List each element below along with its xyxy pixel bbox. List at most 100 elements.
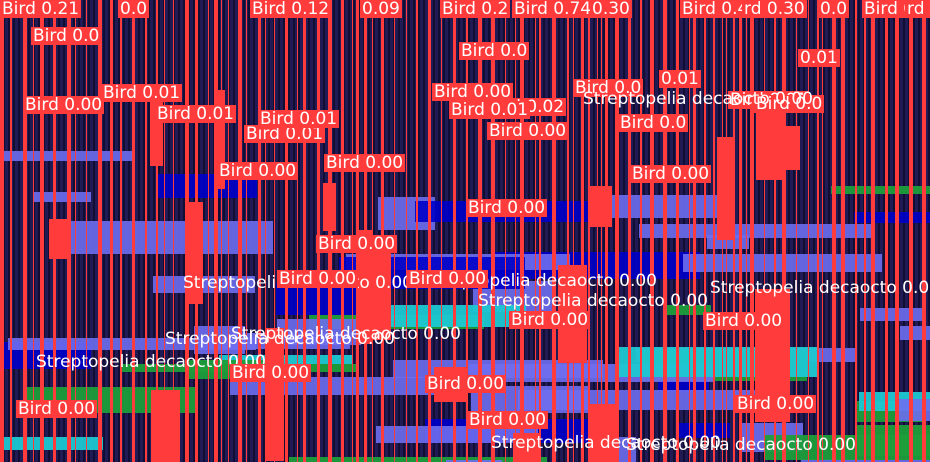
bird-label: Bird 0.00: [630, 164, 712, 184]
box-edge: [750, 0, 754, 462]
box-edge: [515, 0, 516, 462]
box-edge: [552, 0, 556, 462]
box-edge: [188, 202, 203, 304]
box-edge: [520, 0, 524, 462]
box-edge: [615, 0, 619, 462]
detection-box-fill: [664, 305, 711, 315]
box-edge: [782, 0, 786, 462]
box-edge: [650, 0, 654, 462]
box-edge: [505, 0, 506, 462]
box-edge: [478, 0, 482, 462]
detection-box-fill: [765, 435, 930, 460]
box-edge: [228, 0, 229, 462]
box-edge: [0, 0, 4, 462]
bird-label: Bird 0.00: [230, 363, 312, 383]
bird-label: Bird 0.2: [440, 0, 511, 19]
bird-label: Bird 0.01: [155, 104, 237, 124]
box-edge: [428, 0, 431, 462]
bird-label: Bird 0.0: [31, 26, 102, 46]
box-edge: [356, 230, 373, 344]
bird-label: 0.01: [798, 48, 840, 68]
box-edge: [466, 0, 468, 462]
box-edge: [733, 0, 735, 462]
box-edge: [922, 0, 926, 462]
box-edge: [885, 0, 888, 462]
box-edge: [40, 0, 44, 462]
box-edge: [764, 0, 765, 462]
bird-label: Bird 0.00: [735, 394, 817, 414]
box-edge: [588, 0, 590, 462]
box-edge: [151, 390, 180, 462]
bird-label: Bird 0.01: [449, 100, 531, 120]
box-edge: [535, 0, 536, 462]
bird-label: Bird 0.12: [250, 0, 332, 19]
bird-label: Bird 0.00: [23, 95, 105, 115]
box-edge: [589, 186, 612, 227]
box-edge: [75, 0, 76, 462]
box-edge: [704, 0, 706, 462]
bird-label: Bird 0.00: [487, 121, 569, 141]
species-label: Streptopelia decaocto 0.00: [583, 89, 813, 109]
box-edge: [265, 328, 284, 461]
box-edge: [909, 0, 913, 462]
bird-label: Bird 0.74: [512, 0, 594, 19]
detection-box-fill: [831, 186, 930, 194]
box-edge: [265, 0, 266, 462]
box-edge: [676, 0, 679, 462]
box-edge: [215, 90, 225, 189]
bird-label: Bird 0.00: [432, 82, 514, 102]
bird-label: Bird 0.00: [16, 399, 98, 419]
box-edge: [539, 0, 541, 462]
box-edge: [49, 219, 70, 259]
box-edge: [713, 0, 715, 462]
detection-box-fill: [0, 437, 103, 450]
box-edge: [855, 0, 857, 462]
box-edge: [597, 0, 598, 462]
box-edge: [285, 0, 288, 462]
box-edge: [164, 0, 165, 462]
box-edge: [640, 0, 642, 462]
detection-box-fill: [854, 212, 930, 223]
box-edge: [98, 0, 102, 462]
box-edge: [381, 0, 384, 462]
bird-label: Bird 0.00: [217, 161, 299, 181]
box-edge: [513, 433, 540, 462]
box-edge: [352, 0, 353, 462]
box-edge: [589, 404, 618, 462]
species-label: Streptopelia decaocto 0.00: [231, 324, 461, 344]
bird-label: Bird 0.0: [618, 113, 689, 133]
box-edge: [185, 0, 189, 462]
box-edge: [328, 0, 332, 462]
box-edge: [605, 0, 608, 462]
species-label: Streptopelia decaocto 0.00: [478, 291, 708, 311]
box-edge: [717, 137, 734, 240]
box-edge: [453, 0, 456, 462]
box-edge: [808, 0, 809, 462]
bird-label: 0.01: [659, 69, 701, 89]
box-edge: [774, 0, 776, 462]
box-edge: [663, 0, 667, 462]
box-edge: [601, 0, 602, 462]
box-edge: [864, 0, 866, 462]
box-edge: [796, 0, 797, 462]
box-edge: [817, 0, 819, 462]
bird-label: Bird 0.0: [573, 78, 644, 98]
bird-label: Bird 0.00: [316, 234, 398, 254]
box-edge: [781, 126, 800, 170]
bird-label: 0.30: [590, 0, 632, 19]
box-edge: [573, 0, 574, 462]
box-edge: [33, 0, 34, 462]
box-edge: [822, 0, 823, 462]
box-edge: [406, 0, 407, 462]
box-edge: [238, 0, 242, 462]
box-edge: [110, 0, 113, 462]
bird-label: Bird 0.00: [324, 153, 406, 173]
bird-label: Bird 0.01: [244, 124, 326, 144]
box-edge: [567, 0, 569, 462]
bird-label: Bird 0.01: [101, 83, 183, 103]
bird-label: Bird 0.00: [425, 374, 507, 394]
species-label: Streptopelia decaocto 0.00: [491, 433, 721, 453]
box-edge: [317, 0, 320, 462]
box-edge: [145, 0, 147, 462]
